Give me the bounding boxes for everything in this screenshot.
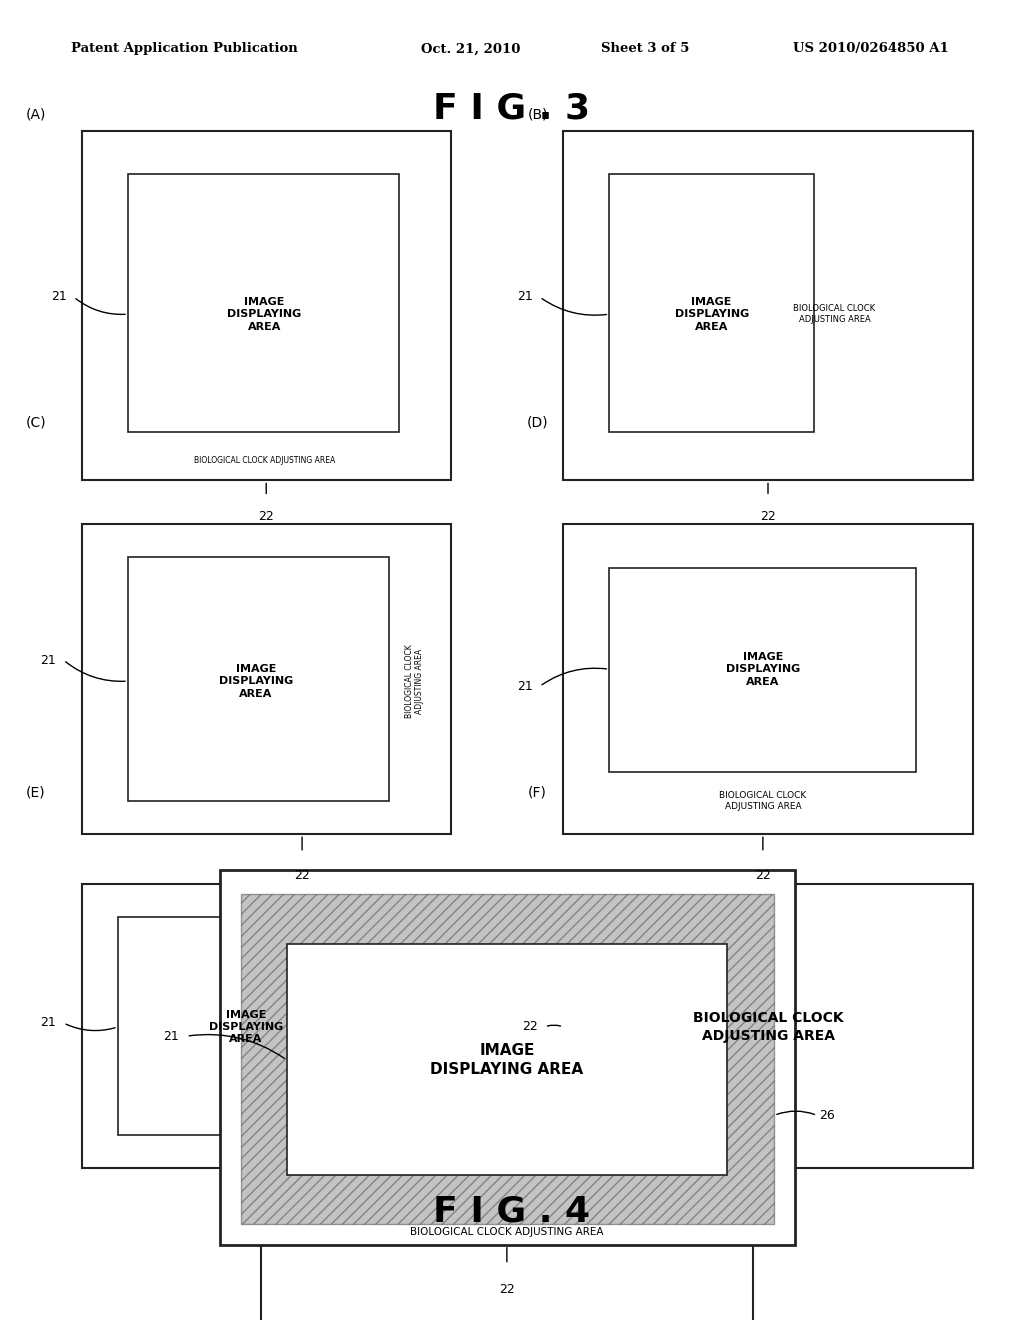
Text: IMAGE
DISPLAYING
AREA: IMAGE DISPLAYING AREA — [227, 297, 301, 331]
Text: BIOLOGICAL CLOCK
ADJUSTING AREA: BIOLOGICAL CLOCK ADJUSTING AREA — [794, 304, 876, 325]
Bar — [287, 944, 727, 1175]
Text: (B): (B) — [527, 108, 548, 121]
Text: (F): (F) — [528, 785, 547, 799]
Text: 21: 21 — [517, 680, 532, 693]
Text: Patent Application Publication: Patent Application Publication — [71, 42, 298, 55]
Text: 21: 21 — [41, 653, 56, 667]
Text: IMAGE
DISPLAYING
AREA: IMAGE DISPLAYING AREA — [726, 652, 800, 686]
Text: IMAGE
DISPLAYING
AREA: IMAGE DISPLAYING AREA — [219, 664, 293, 698]
Text: 21: 21 — [164, 1030, 179, 1043]
Text: BIOLOGICAL CLOCK
ADJUSTING AREA: BIOLOGICAL CLOCK ADJUSTING AREA — [692, 1011, 844, 1043]
Text: 22: 22 — [499, 1283, 515, 1296]
Text: (E): (E) — [26, 785, 46, 799]
Text: BIOLOGICAL CLOCK ADJUSTING AREA: BIOLOGICAL CLOCK ADJUSTING AREA — [194, 457, 335, 465]
Text: 22: 22 — [522, 1020, 538, 1034]
Text: 22: 22 — [760, 510, 776, 523]
Text: 26: 26 — [819, 1109, 835, 1122]
Text: 22: 22 — [755, 869, 771, 882]
Bar — [118, 917, 374, 1135]
Text: BIOLOGICAL CLOCK
ADJUSTING AREA: BIOLOGICAL CLOCK ADJUSTING AREA — [406, 644, 424, 718]
Text: 21: 21 — [41, 1016, 56, 1030]
Bar — [82, 884, 410, 1168]
Text: BIOLOGICAL CLOCK
ADJUSTING AREA: BIOLOGICAL CLOCK ADJUSTING AREA — [719, 791, 807, 812]
Text: (C): (C) — [26, 416, 46, 429]
Text: 21: 21 — [51, 290, 67, 304]
Text: (D): (D) — [526, 416, 549, 429]
Bar — [82, 131, 451, 480]
Text: Oct. 21, 2010: Oct. 21, 2010 — [421, 42, 521, 55]
Text: 22: 22 — [294, 869, 310, 882]
Text: IMAGE
DISPLAYING AREA: IMAGE DISPLAYING AREA — [430, 1043, 584, 1077]
Bar — [241, 894, 774, 1224]
Bar — [128, 557, 389, 801]
Bar — [609, 568, 916, 772]
Text: IMAGE
DISPLAYING
AREA: IMAGE DISPLAYING AREA — [209, 1010, 283, 1044]
Text: (A): (A) — [26, 108, 46, 121]
Bar — [563, 524, 973, 834]
Bar — [261, 1224, 753, 1320]
Text: F I G . 3: F I G . 3 — [433, 91, 591, 125]
Bar — [609, 174, 814, 432]
Text: Sheet 3 of 5: Sheet 3 of 5 — [601, 42, 689, 55]
Text: IMAGE
DISPLAYING
AREA: IMAGE DISPLAYING AREA — [675, 297, 749, 331]
Bar — [563, 884, 973, 1168]
Bar — [220, 870, 795, 1245]
Text: F I G . 4: F I G . 4 — [433, 1195, 591, 1229]
Bar — [128, 174, 399, 432]
Text: US 2010/0264850 A1: US 2010/0264850 A1 — [793, 42, 948, 55]
Bar — [82, 524, 451, 834]
Text: BIOLOGICAL CLOCK ADJUSTING AREA: BIOLOGICAL CLOCK ADJUSTING AREA — [411, 1226, 603, 1237]
Bar — [563, 131, 973, 480]
Text: 21: 21 — [517, 290, 532, 304]
Text: 22: 22 — [258, 510, 274, 523]
